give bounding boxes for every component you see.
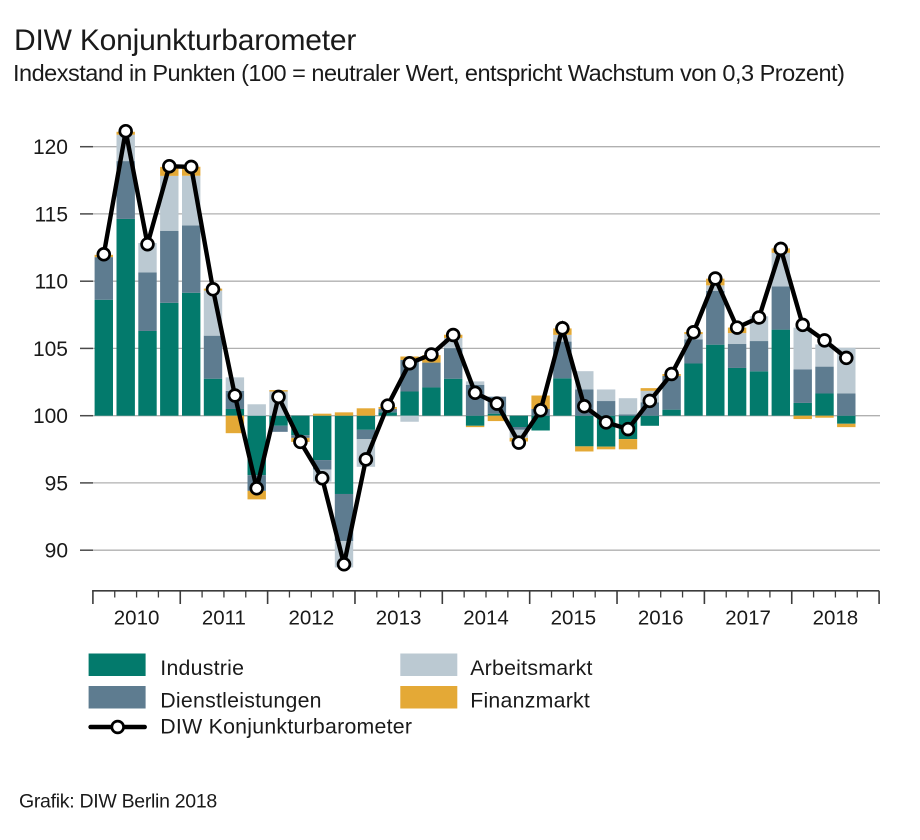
svg-text:2010: 2010: [114, 607, 160, 630]
svg-text:Indexstand in Punkten (100 = n: Indexstand in Punkten (100 = neutraler W…: [13, 60, 844, 86]
svg-text:2018: 2018: [813, 607, 859, 630]
svg-text:2012: 2012: [288, 607, 334, 630]
svg-text:105: 105: [33, 338, 68, 361]
svg-text:120: 120: [33, 136, 68, 159]
svg-text:100: 100: [33, 405, 68, 428]
svg-text:Finanzmarkt: Finanzmarkt: [470, 689, 590, 713]
svg-text:90: 90: [45, 540, 68, 563]
svg-text:DIW Konjunkturbarometer: DIW Konjunkturbarometer: [160, 715, 412, 739]
svg-text:110: 110: [35, 271, 68, 294]
svg-text:2014: 2014: [463, 607, 509, 630]
svg-text:Grafik: DIW Berlin 2018: Grafik: DIW Berlin 2018: [19, 791, 217, 813]
svg-text:2016: 2016: [638, 607, 684, 630]
svg-text:DIW Konjunkturbarometer: DIW Konjunkturbarometer: [14, 24, 356, 57]
svg-text:Dienstleistungen: Dienstleistungen: [160, 689, 321, 713]
svg-text:2015: 2015: [551, 607, 597, 630]
svg-text:2013: 2013: [376, 607, 422, 630]
svg-text:2017: 2017: [725, 607, 771, 630]
svg-text:2011: 2011: [202, 607, 246, 630]
svg-text:Industrie: Industrie: [160, 656, 244, 680]
svg-text:95: 95: [45, 472, 68, 495]
svg-text:115: 115: [35, 203, 68, 226]
svg-text:Arbeitsmarkt: Arbeitsmarkt: [470, 656, 593, 680]
